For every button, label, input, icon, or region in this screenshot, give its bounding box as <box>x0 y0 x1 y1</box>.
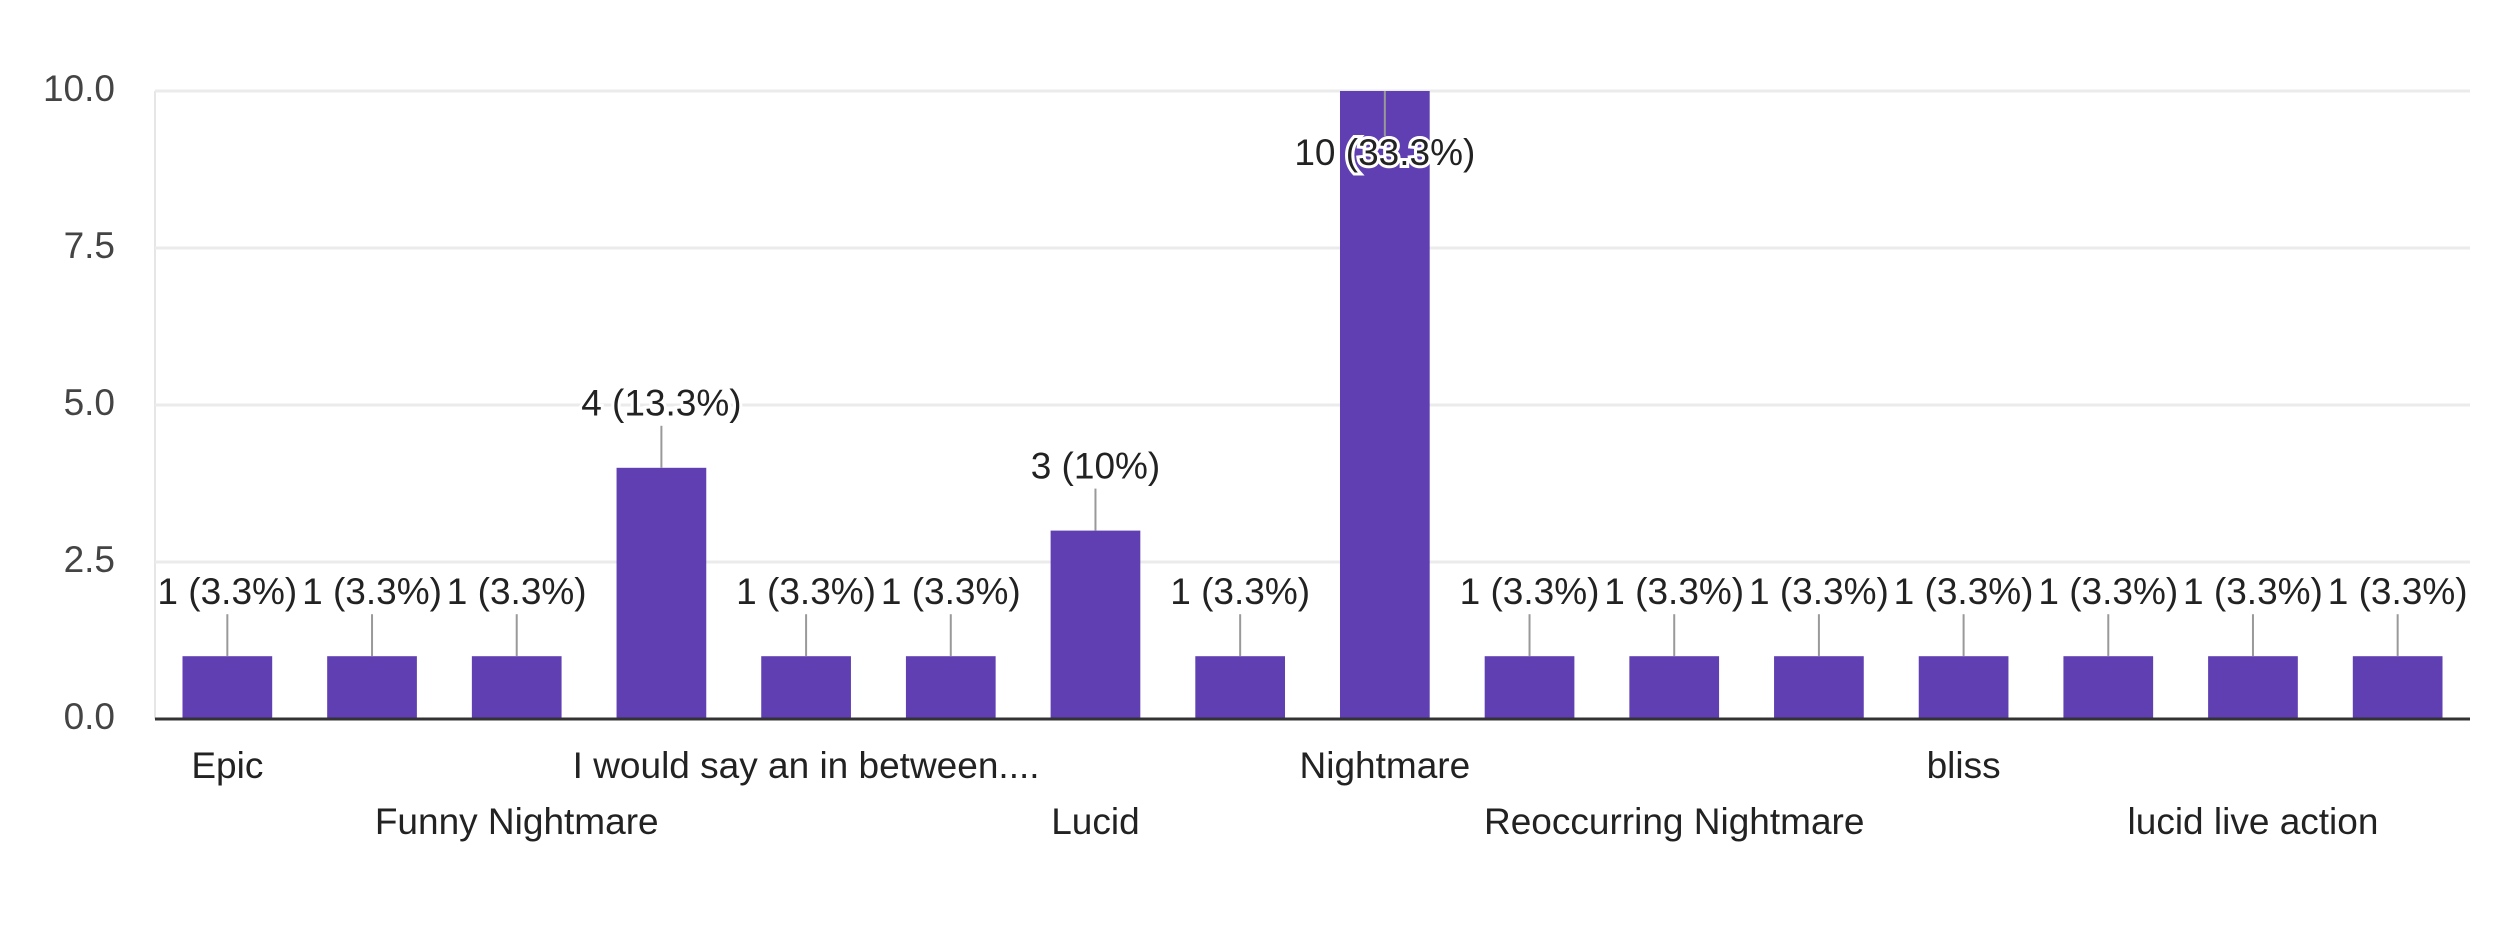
x-tick-label: Reoccurring Nightmare <box>1484 801 1864 842</box>
bar <box>182 656 273 719</box>
bar <box>1050 530 1141 719</box>
y-tick-label: 10.0 <box>43 68 115 109</box>
x-tick-label: Epic <box>191 745 263 786</box>
value-label: 1 (3.3%) <box>1170 571 1310 612</box>
value-label: 4 (13.3%) <box>581 383 741 424</box>
x-tick-label: Lucid <box>1051 801 1139 842</box>
bar <box>1195 656 1286 719</box>
value-label: 1 (3.3%) <box>447 571 587 612</box>
bar <box>2352 656 2443 719</box>
value-label: 1 (3.3%) <box>302 571 442 612</box>
y-tick-label: 7.5 <box>64 225 115 266</box>
value-label: 1 (3.3%) <box>2038 571 2178 612</box>
bar <box>1339 91 1430 719</box>
value-label: 1 (3.3%) <box>2328 571 2468 612</box>
x-tick-label: Funny Nightmare <box>375 801 659 842</box>
x-tick-label: Nightmare <box>1300 745 1471 786</box>
bar <box>1774 656 1864 719</box>
bar <box>2208 656 2298 719</box>
y-tick-label: 0.0 <box>64 696 115 737</box>
bar <box>471 656 562 719</box>
bar <box>1629 656 1720 719</box>
value-label: 1 (3.3%) <box>1460 571 1600 612</box>
value-label: 1 (3.3%) <box>2183 571 2323 612</box>
value-label: 3 (10%) <box>1031 445 1161 486</box>
bar <box>761 656 851 719</box>
x-tick-label: lucid live action <box>2128 801 2379 842</box>
bar <box>2063 656 2154 719</box>
value-label: 10 (33.3%) <box>1294 132 1475 173</box>
value-label: 1 (3.3%) <box>881 571 1021 612</box>
x-tick-label: I would say an in between.... <box>573 745 1040 786</box>
bar <box>905 656 996 719</box>
value-label: 1 (3.3%) <box>1894 571 2034 612</box>
bar <box>327 656 417 719</box>
value-label: 1 (3.3%) <box>1604 571 1744 612</box>
y-tick-label: 5.0 <box>64 382 115 423</box>
bar <box>1484 656 1575 719</box>
x-tick-label: bliss <box>1927 745 2001 786</box>
value-label: 1 (3.3%) <box>1749 571 1889 612</box>
bar <box>616 467 707 719</box>
y-tick-label: 2.5 <box>64 539 115 580</box>
bar <box>1918 656 2009 719</box>
value-label: 1 (3.3%) <box>157 571 297 612</box>
value-label: 1 (3.3%) <box>736 571 876 612</box>
